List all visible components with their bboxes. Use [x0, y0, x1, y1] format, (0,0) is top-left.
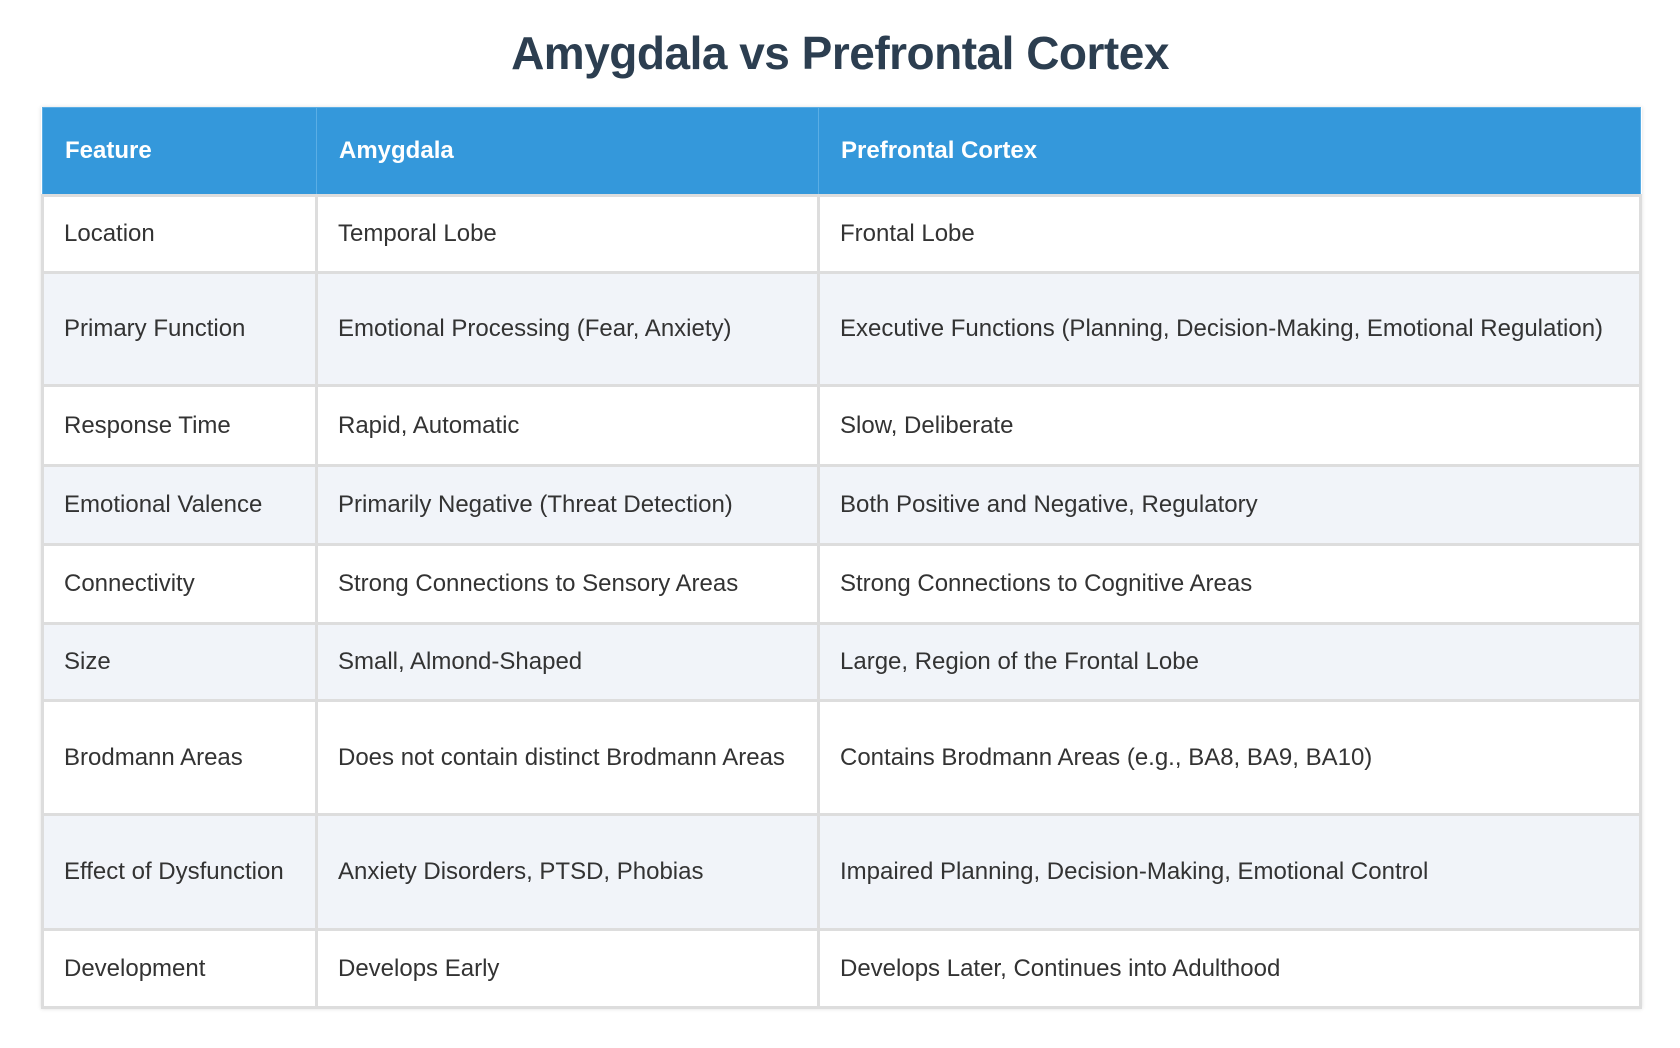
table-row: Size Small, Almond-Shaped Large, Region of…	[41, 622, 1642, 702]
table-row: Connectivity Strong Connections to Sensor…	[41, 543, 1642, 625]
cell-feature: Size	[41, 622, 318, 702]
cell-prefrontal-cortex: Slow, Deliberate	[817, 384, 1642, 467]
table-row: Development Develops Early Develops Later,…	[41, 928, 1642, 1009]
cell-feature: Effect of Dysfunction	[41, 813, 318, 931]
table-row: Emotional Valence Primarily Negative (Thr…	[41, 464, 1642, 546]
cell-feature: Location	[41, 194, 318, 274]
cell-amygdala: Rapid, Automatic	[315, 384, 820, 467]
cell-feature: Response Time	[41, 384, 318, 467]
cell-feature: Connectivity	[41, 543, 318, 625]
cell-feature: Brodmann Areas	[41, 699, 318, 816]
cell-amygdala: Small, Almond-Shaped	[315, 622, 820, 702]
comparison-table: Feature Amygdala Prefrontal Cortex Locat…	[41, 107, 1642, 1009]
column-header-feature: Feature	[42, 107, 317, 197]
column-header-amygdala: Amygdala	[316, 107, 819, 197]
table-row: Response Time Rapid, Automatic Slow, Delib…	[41, 384, 1642, 467]
cell-prefrontal-cortex: Contains Brodmann Areas (e.g., BA8, BA9,…	[817, 699, 1642, 816]
cell-amygdala: Strong Connections to Sensory Areas	[315, 543, 820, 625]
cell-prefrontal-cortex: Both Positive and Negative, Regulatory	[817, 464, 1642, 546]
cell-amygdala: Primarily Negative (Threat Detection)	[315, 464, 820, 546]
cell-prefrontal-cortex: Large, Region of the Frontal Lobe	[817, 622, 1642, 702]
table-row: Effect of Dysfunction Anxiety Disorders, …	[41, 813, 1642, 931]
table-row: Brodmann Areas Does not contain distinct …	[41, 699, 1642, 816]
column-header-prefrontal-cortex: Prefrontal Cortex	[818, 107, 1641, 197]
table-row: Primary Function Emotional Processing (Fe…	[41, 271, 1642, 387]
cell-feature: Development	[41, 928, 318, 1009]
cell-amygdala: Emotional Processing (Fear, Anxiety)	[315, 271, 820, 387]
cell-amygdala: Does not contain distinct Brodmann Areas	[315, 699, 820, 816]
cell-amygdala: Anxiety Disorders, PTSD, Phobias	[315, 813, 820, 931]
cell-prefrontal-cortex: Develops Later, Continues into Adulthood	[817, 928, 1642, 1009]
page-title: Amygdala vs Prefrontal Cortex	[511, 27, 1169, 79]
cell-feature: Emotional Valence	[41, 464, 318, 546]
table-header-row: Feature Amygdala Prefrontal Cortex	[42, 107, 1641, 197]
cell-prefrontal-cortex: Impaired Planning, Decision-Making, Emot…	[817, 813, 1642, 931]
cell-amygdala: Temporal Lobe	[315, 194, 820, 274]
cell-prefrontal-cortex: Strong Connections to Cognitive Areas	[817, 543, 1642, 625]
cell-feature: Primary Function	[41, 271, 318, 387]
cell-prefrontal-cortex: Executive Functions (Planning, Decision-…	[817, 271, 1642, 387]
cell-prefrontal-cortex: Frontal Lobe	[817, 194, 1642, 274]
cell-amygdala: Develops Early	[315, 928, 820, 1009]
table-row: Location Temporal Lobe Frontal Lobe	[41, 194, 1642, 274]
